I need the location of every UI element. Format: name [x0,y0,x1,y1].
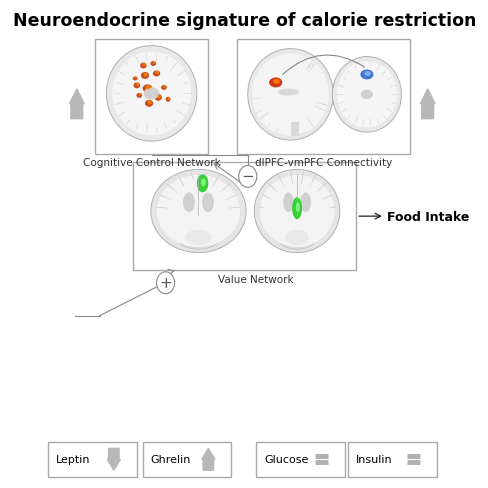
Ellipse shape [364,72,370,77]
Ellipse shape [300,193,310,213]
Ellipse shape [147,101,152,105]
Ellipse shape [136,94,142,99]
Ellipse shape [142,85,152,93]
Text: −: − [241,169,254,184]
Ellipse shape [143,73,148,77]
Polygon shape [420,90,434,120]
Text: Glucose: Glucose [264,454,308,464]
Ellipse shape [251,54,328,136]
Ellipse shape [332,58,401,133]
Ellipse shape [165,98,170,102]
Ellipse shape [283,193,293,213]
Ellipse shape [177,226,220,250]
Ellipse shape [145,86,151,90]
Ellipse shape [133,83,140,89]
Ellipse shape [134,77,137,80]
Ellipse shape [145,101,153,107]
Polygon shape [69,90,84,120]
Ellipse shape [157,95,161,99]
Ellipse shape [259,176,334,247]
Ellipse shape [136,83,139,87]
Ellipse shape [185,230,211,245]
Ellipse shape [295,203,299,213]
Circle shape [238,166,256,188]
Ellipse shape [154,95,162,102]
Text: Food Intake: Food Intake [386,210,469,223]
Ellipse shape [150,170,245,253]
Ellipse shape [106,46,196,142]
Ellipse shape [291,198,302,220]
Ellipse shape [163,86,166,89]
Bar [347,442,436,477]
Ellipse shape [336,62,396,128]
Ellipse shape [196,175,208,193]
Bar [132,163,355,270]
Text: Cognitive Control Network: Cognitive Control Network [82,158,220,168]
Bar [142,442,231,477]
Ellipse shape [247,49,332,141]
Ellipse shape [153,71,160,77]
Bar [48,442,137,477]
Ellipse shape [202,193,214,213]
Ellipse shape [155,72,159,75]
Ellipse shape [360,70,373,80]
FancyArrowPatch shape [282,56,364,76]
Ellipse shape [254,170,339,253]
Bar [95,40,208,154]
Text: Leptin: Leptin [56,454,91,464]
Ellipse shape [277,89,299,96]
Ellipse shape [284,115,309,135]
Ellipse shape [142,64,146,67]
Ellipse shape [285,230,308,245]
Ellipse shape [152,62,155,65]
Ellipse shape [132,77,137,81]
Ellipse shape [141,73,149,80]
Bar [291,122,299,136]
Text: Value Network: Value Network [217,274,293,284]
Circle shape [156,272,174,294]
Bar [237,40,409,154]
Text: +: + [159,275,172,290]
Polygon shape [202,448,214,470]
Ellipse shape [143,88,159,100]
Ellipse shape [140,63,146,69]
Text: Insulin: Insulin [355,454,392,464]
Ellipse shape [150,62,156,67]
Ellipse shape [112,53,191,136]
Ellipse shape [277,226,316,250]
Ellipse shape [157,176,240,247]
Ellipse shape [167,98,170,101]
Ellipse shape [360,90,372,100]
Ellipse shape [201,179,205,187]
Text: dlPFC-vmPFC Connectivity: dlPFC-vmPFC Connectivity [254,158,391,168]
Text: Neuroendocrine signature of calorie restriction: Neuroendocrine signature of calorie rest… [13,12,475,30]
Ellipse shape [268,78,282,88]
Polygon shape [107,448,120,470]
Ellipse shape [161,86,166,91]
Ellipse shape [138,94,142,97]
Text: Ghrelin: Ghrelin [150,454,191,464]
Ellipse shape [183,193,195,213]
Bar [255,442,344,477]
Ellipse shape [273,80,279,85]
